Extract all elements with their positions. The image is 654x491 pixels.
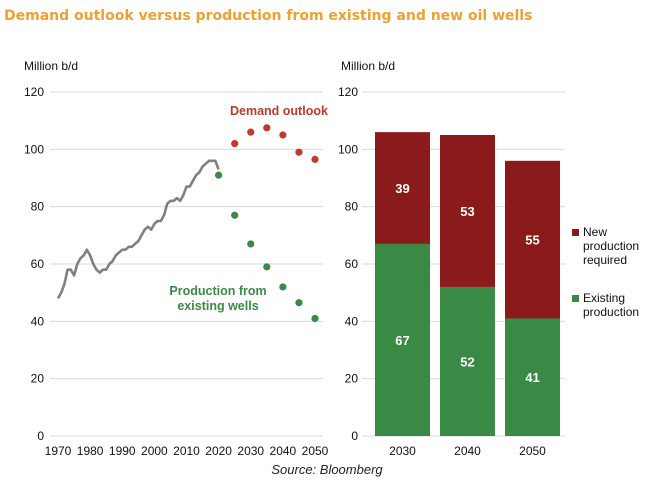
existing-data-label: 67 <box>395 333 409 348</box>
left-y-tick-label: 0 <box>37 429 44 443</box>
right-x-tick-label: 2040 <box>454 444 481 458</box>
right-y-tick-label: 0 <box>351 429 358 443</box>
history-line <box>56 159 220 300</box>
right-y-tick-label: 60 <box>345 257 359 271</box>
left-x-tick-label: 1980 <box>77 444 104 458</box>
legend-label-existing: production <box>583 305 639 319</box>
existing-wells-label: Production from <box>169 284 266 298</box>
existing-point <box>215 171 223 179</box>
demand-point <box>311 155 319 163</box>
right-x-tick-label: 2030 <box>389 444 416 458</box>
left-x-tick-label: 2010 <box>173 444 200 458</box>
legend-swatch-new_production <box>572 229 579 236</box>
legend-label-new_production: New <box>583 225 607 239</box>
existing-bar <box>505 318 560 436</box>
left-x-tick-label: 1970 <box>45 444 72 458</box>
existing-point <box>311 314 319 323</box>
left-y-tick-label: 20 <box>31 372 45 386</box>
right-y-axis-label: Million b/d <box>341 59 395 73</box>
existing-bar <box>440 286 495 436</box>
chart-title: Demand outlook versus production from ex… <box>4 8 533 24</box>
existing-point <box>247 240 255 248</box>
left-y-tick-label: 100 <box>24 142 44 156</box>
right-y-tick-label: 40 <box>345 314 359 328</box>
left-y-tick-label: 40 <box>31 314 45 328</box>
new_production-data-label: 53 <box>460 204 474 219</box>
left-x-tick-label: 2050 <box>302 444 329 458</box>
left-x-tick-label: 2020 <box>205 444 232 458</box>
existing-data-label: 52 <box>460 354 474 369</box>
existing-data-label: 41 <box>525 370 539 385</box>
new_production-bar <box>505 160 560 319</box>
left-x-tick-label: 1990 <box>109 444 136 458</box>
legend-swatch-existing <box>572 295 579 302</box>
demand-point <box>295 148 303 156</box>
right-y-tick-label: 100 <box>338 142 358 156</box>
demand-point <box>263 124 271 132</box>
legend-label-existing: Existing <box>583 291 625 305</box>
existing-wells-label: existing wells <box>177 299 258 313</box>
left-y-tick-label: 80 <box>31 200 45 214</box>
new_production-data-label: 55 <box>525 233 539 248</box>
left-y-tick-label: 120 <box>24 85 44 99</box>
right-y-tick-label: 120 <box>338 85 358 99</box>
demand-point <box>231 140 239 148</box>
existing-point <box>295 299 303 307</box>
existing-point <box>279 283 287 291</box>
right-x-tick-label: 2050 <box>519 444 546 458</box>
demand-outlook-label: Demand outlook <box>230 104 328 118</box>
left-x-tick-label: 2000 <box>141 444 168 458</box>
existing-point <box>263 263 271 271</box>
source-note: Source: Bloomberg <box>271 462 383 477</box>
left-y-axis-label: Million b/d <box>24 59 78 73</box>
new_production-bar <box>440 135 495 287</box>
right-y-tick-label: 20 <box>345 372 359 386</box>
right-y-tick-label: 80 <box>345 200 359 214</box>
existing-point <box>231 211 239 219</box>
new_production-bar <box>375 132 430 244</box>
new_production-data-label: 39 <box>395 181 409 196</box>
left-x-tick-label: 2030 <box>237 444 264 458</box>
existing-bar <box>375 243 430 436</box>
left-x-tick-label: 2040 <box>270 444 297 458</box>
legend-label-new_production: production <box>583 239 639 253</box>
legend-label-new_production: required <box>583 253 627 267</box>
demand-point <box>279 131 287 139</box>
demand-point <box>247 128 255 136</box>
left-y-tick-label: 60 <box>31 257 45 271</box>
